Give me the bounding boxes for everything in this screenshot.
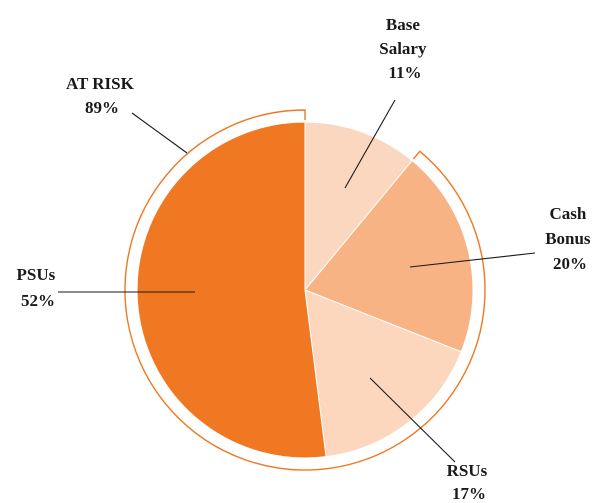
psus-label: PSUs 52% <box>17 265 60 310</box>
cash-bonus-label: Cash Bonus 20% <box>545 204 595 273</box>
at-risk-label: AT RISK 89% <box>66 74 138 117</box>
base-salary-slice <box>304 121 413 292</box>
rsus-slice <box>304 289 462 458</box>
cash-bonus-leader <box>409 252 536 268</box>
at-risk-leader <box>131 112 188 154</box>
rsus-label: RSUs 17% <box>447 461 492 503</box>
base-salary-leader <box>344 99 396 189</box>
at-risk-arc <box>124 109 486 471</box>
cash-bonus-slice <box>304 159 474 353</box>
base-salary-label: Base Salary 11% <box>379 15 430 82</box>
psus-slice <box>136 121 327 459</box>
rsus-leader <box>369 377 456 463</box>
